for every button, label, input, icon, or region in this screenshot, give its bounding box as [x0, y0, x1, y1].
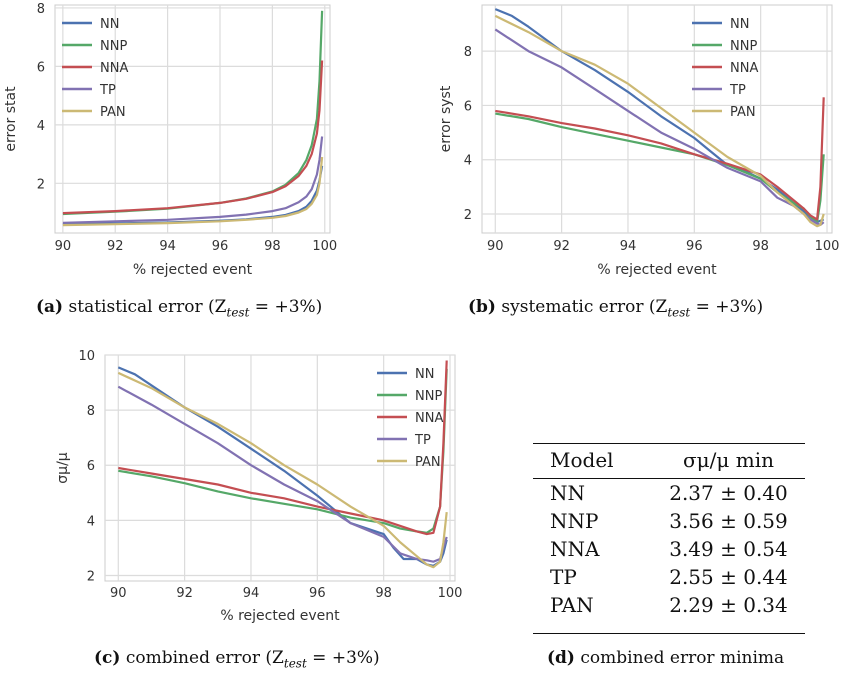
legend-label: NNA [730, 61, 758, 76]
table-row: NN 2.37 ± 0.40 [533, 481, 805, 509]
y-axis-label: error stat [3, 86, 19, 152]
chart-statistical-error: 90 92 94 96 98 100 2 4 6 8 % rejected event error s… [3, 2, 337, 278]
table-cell-model: NNA [550, 537, 600, 561]
y-tick-label: 6 [87, 459, 95, 474]
x-tick-label: 100 [815, 239, 840, 254]
legend-label: PAN [730, 105, 756, 120]
y-tick-label: 8 [464, 45, 472, 60]
table-cell-value: 2.29 ± 0.34 [669, 593, 788, 617]
y-tick-label: 6 [37, 60, 45, 75]
y-tick-label: 2 [464, 208, 472, 223]
chart-combined-error: 90 92 94 96 98 100 2 4 6 8 10 % rejected event σμ/μ N… [55, 350, 463, 624]
y-tick-label: 8 [37, 2, 45, 17]
y-tick-label: 8 [87, 404, 95, 419]
x-tick-label: 92 [176, 586, 193, 601]
x-tick-label: 100 [312, 239, 337, 254]
y-tick-label: 6 [464, 99, 472, 114]
y-axis-label: σμ/μ [55, 452, 71, 483]
x-tick-label: 90 [487, 239, 504, 254]
x-tick-label: 98 [375, 586, 392, 601]
legend-label: NNP [730, 39, 757, 54]
series-line-tp [494, 28, 825, 226]
legend-label: NN [100, 17, 119, 32]
legend-label: NNA [415, 411, 443, 426]
caption-c: (c) combined error (Ztest = +3%) [94, 648, 380, 671]
y-tick-label: 2 [87, 569, 95, 584]
plot-area [54, 4, 331, 234]
series-line-nna [495, 97, 825, 221]
table-cell-value: 3.49 ± 0.54 [669, 537, 788, 561]
series-line-pan [494, 14, 825, 228]
x-tick-label: 96 [212, 239, 229, 254]
y-tick-label: 2 [37, 177, 45, 192]
x-axis-label: % rejected event [133, 262, 253, 278]
x-axis-label: % rejected event [597, 262, 717, 278]
x-tick-label: 94 [620, 239, 637, 254]
table-row: TP 2.55 ± 0.44 [533, 565, 805, 593]
legend-label: TP [729, 83, 746, 98]
table-cell-model: NNP [550, 509, 599, 533]
table-cell-model: TP [550, 565, 577, 589]
x-tick-label: 94 [159, 239, 176, 254]
y-tick-label: 10 [78, 350, 95, 364]
series-line-nna [62, 60, 324, 215]
caption-a: (a) statistical error (Ztest = +3%) [36, 297, 323, 320]
legend-label: NNP [415, 389, 442, 404]
series-line-tp [62, 136, 324, 224]
table-header-row: Model σμ/μ min [533, 448, 805, 476]
table-cell-value: 2.55 ± 0.44 [669, 565, 788, 589]
legend-label: NNA [100, 61, 128, 76]
y-tick-label: 4 [87, 514, 95, 529]
legend-label: NNP [100, 39, 127, 54]
x-tick-label: 94 [243, 586, 260, 601]
x-axis-label: % rejected event [220, 608, 340, 624]
table-header-sigma: σμ/μ min [683, 448, 774, 472]
chart-systematic-error: 90 92 94 96 98 100 2 4 6 8 % rejected event error s… [438, 4, 840, 278]
table-cell-value: 2.37 ± 0.40 [669, 481, 788, 505]
x-tick-label: 90 [110, 586, 127, 601]
table-cell-model: PAN [550, 593, 594, 617]
table-cell-model: NN [550, 481, 585, 505]
x-tick-label: 92 [107, 239, 124, 254]
series-line-pan [117, 371, 448, 569]
x-tick-label: 90 [55, 239, 72, 254]
caption-b: (b) systematic error (Ztest = +3%) [468, 297, 764, 320]
series-line-nnp [495, 112, 825, 224]
legend-label: TP [414, 433, 431, 448]
table-row: NNP 3.56 ± 0.59 [533, 509, 805, 537]
x-tick-label: 96 [686, 239, 703, 254]
x-tick-label: 100 [438, 586, 463, 601]
legend-label: PAN [415, 455, 441, 470]
x-tick-label: 96 [309, 586, 326, 601]
x-tick-label: 92 [553, 239, 570, 254]
table-cell-value: 3.56 ± 0.59 [669, 509, 788, 533]
legend-label: NN [730, 17, 749, 32]
table-row: PAN 2.29 ± 0.34 [533, 593, 805, 621]
x-tick-label: 98 [264, 239, 281, 254]
series-line-pan [62, 156, 324, 227]
legend-label: TP [99, 83, 116, 98]
x-tick-label: 98 [752, 239, 769, 254]
table-row: NNA 3.49 ± 0.54 [533, 537, 805, 565]
y-axis-label: error syst [438, 85, 454, 152]
y-tick-label: 4 [37, 119, 45, 134]
series-line-tp [117, 385, 448, 563]
legend-label: PAN [100, 105, 126, 120]
legend-label: NN [415, 367, 434, 382]
table-header-model: Model [550, 448, 614, 472]
caption-d: (d) combined error minima [547, 648, 785, 668]
y-tick-label: 4 [464, 154, 472, 169]
